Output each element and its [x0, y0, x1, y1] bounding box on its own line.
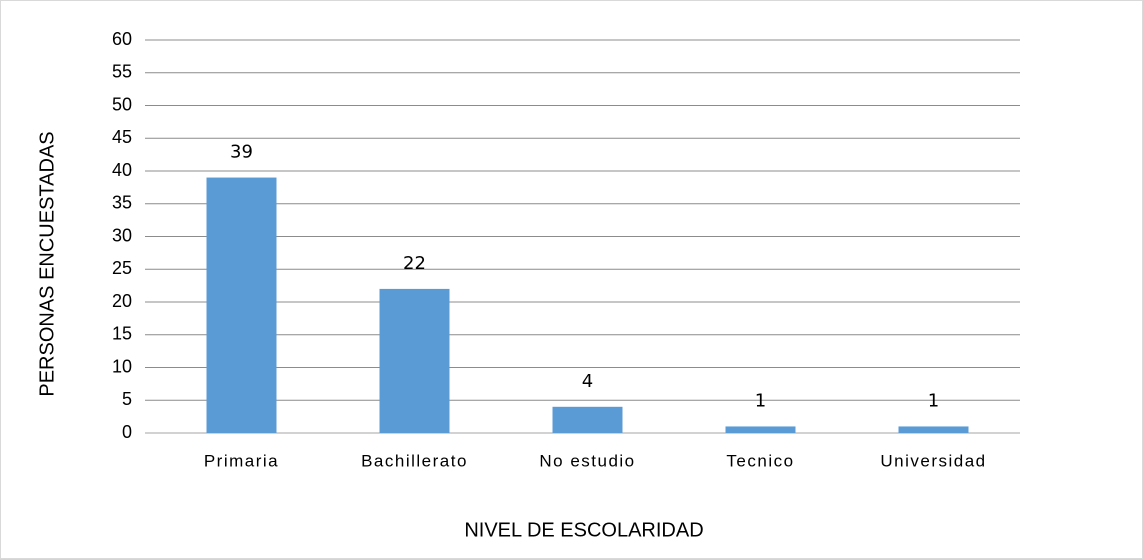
y-tick-label: 25	[112, 258, 132, 278]
y-tick-label: 5	[122, 389, 132, 409]
y-tick-label: 35	[112, 193, 132, 213]
y-axis-title: PERSONAS ENCUESTADAS	[36, 131, 58, 396]
data-label: 1	[755, 390, 766, 411]
y-tick-label: 60	[112, 29, 132, 49]
bar	[379, 288, 450, 433]
y-tick-label: 45	[112, 127, 132, 147]
data-label: 39	[230, 142, 253, 163]
x-tick-label: Tecnico	[726, 451, 794, 470]
data-label: 22	[403, 253, 426, 274]
y-tick-label: 10	[112, 356, 132, 376]
y-tick-label: 20	[112, 291, 132, 311]
x-axis-title: NIVEL DE ESCOLARIDAD	[464, 519, 703, 541]
data-label: 1	[928, 390, 939, 411]
data-label: 4	[582, 371, 593, 392]
bar	[898, 426, 969, 433]
x-tick-label: Universidad	[880, 451, 986, 470]
bar	[725, 426, 796, 433]
y-tick-label: 30	[112, 225, 132, 245]
y-tick-label: 40	[112, 160, 132, 180]
x-tick-label: No estudio	[539, 451, 635, 470]
x-tick-label: Bachillerato	[361, 451, 468, 470]
bar	[552, 406, 623, 433]
x-tick-label: Primaria	[204, 451, 279, 470]
y-tick-label: 0	[122, 422, 132, 442]
y-tick-label: 50	[112, 94, 132, 114]
bar	[206, 177, 277, 433]
y-tick-label: 15	[112, 324, 132, 344]
y-tick-label: 55	[112, 62, 132, 82]
